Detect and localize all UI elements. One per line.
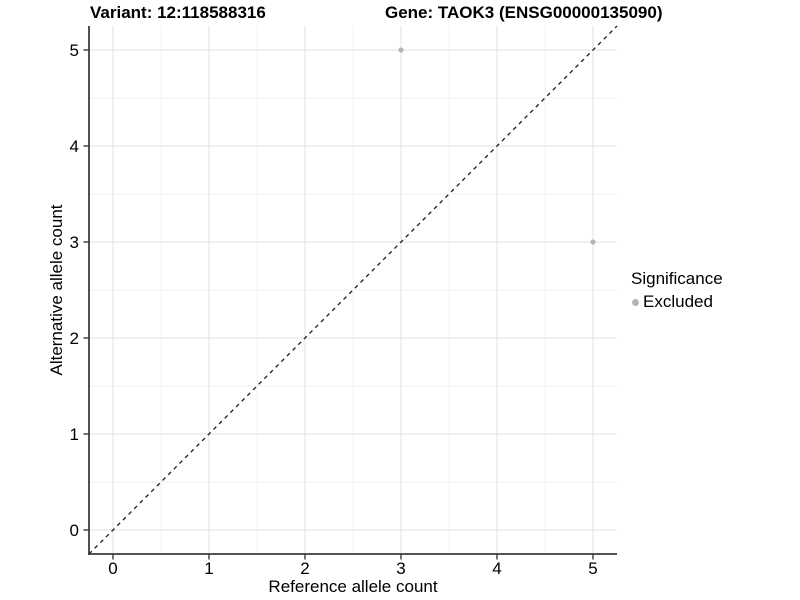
- legend-item-excluded: Excluded: [632, 292, 723, 312]
- x-axis-label: Reference allele count: [268, 577, 438, 596]
- y-tick-label: 4: [70, 137, 79, 156]
- x-tick-label: 1: [204, 559, 213, 578]
- legend-title: Significance: [631, 269, 723, 288]
- y-axis-label: Alternative allele count: [47, 204, 66, 376]
- variant-title: Variant: 12:118588316: [90, 3, 266, 22]
- legend-item-label: Excluded: [643, 292, 713, 311]
- y-tick-label: 0: [70, 521, 79, 540]
- x-tick-label: 5: [588, 559, 597, 578]
- legend: Significance Excluded: [631, 269, 723, 312]
- y-tick-label: 1: [70, 425, 79, 444]
- data-point: [590, 239, 596, 245]
- y-tick-label: 2: [70, 329, 79, 348]
- x-tick-label: 2: [300, 559, 309, 578]
- y-tick-label: 5: [70, 41, 79, 60]
- x-tick-label: 0: [108, 559, 117, 578]
- x-tick-label: 3: [396, 559, 405, 578]
- legend-point-icon: [632, 298, 639, 306]
- x-tick-label: 4: [492, 559, 501, 578]
- gene-title: Gene: TAOK3 (ENSG00000135090): [385, 3, 663, 22]
- data-point: [398, 47, 404, 53]
- y-tick-label: 3: [70, 233, 79, 252]
